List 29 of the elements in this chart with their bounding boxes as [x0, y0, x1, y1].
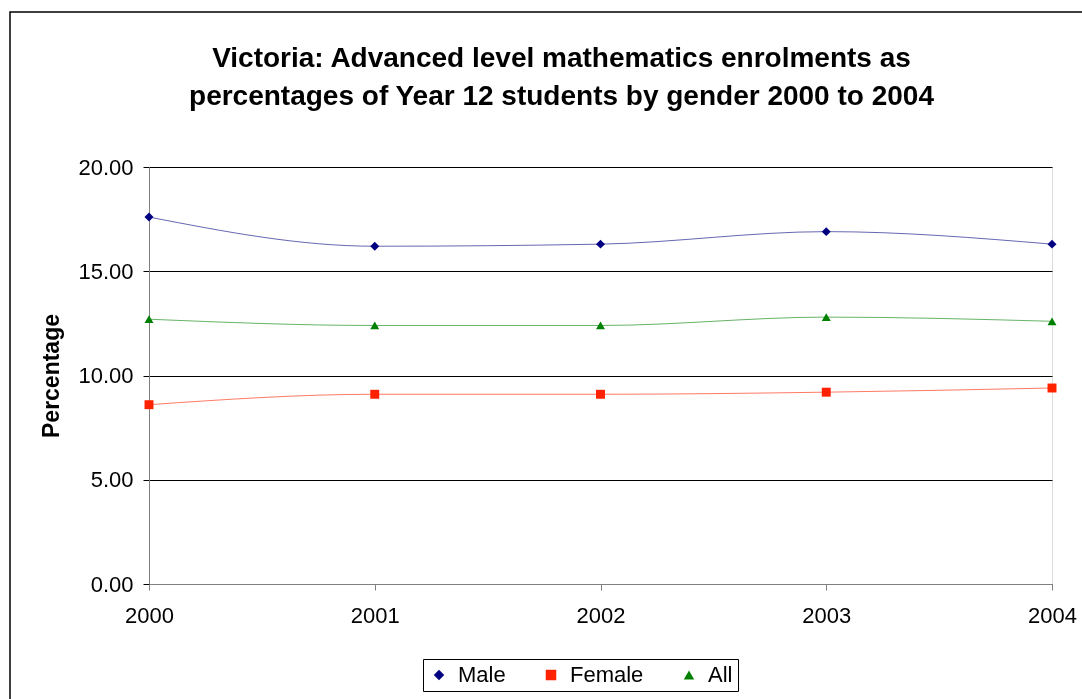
- point: [144, 400, 154, 410]
- point: [821, 313, 831, 321]
- point: [370, 241, 380, 251]
- point: [596, 239, 605, 249]
- y-tick-label: 0.00: [90, 571, 134, 597]
- point: [370, 321, 380, 330]
- point: [144, 315, 154, 324]
- legend-label: All: [708, 662, 733, 687]
- point: [144, 212, 154, 222]
- x-tick-label: 2004: [1028, 602, 1077, 628]
- legend-label: Female: [570, 662, 644, 687]
- legend-label: Male: [458, 662, 506, 687]
- point: [821, 387, 831, 397]
- y-tick-label: 10.00: [78, 363, 134, 388]
- y-axis-title: Percentage: [38, 313, 65, 439]
- point: [1047, 239, 1057, 249]
- point: [1047, 317, 1057, 326]
- chart-title: Victoria: Advanced level mathematics enrolments as percentages of Year 12 students by gender 2000 to 2004: [189, 42, 935, 112]
- x-tick-label: 2002: [576, 602, 626, 628]
- point: [596, 389, 605, 399]
- point: [370, 389, 380, 399]
- y-tick-label: 5.00: [90, 467, 134, 493]
- y-tick-label: 20.00: [78, 154, 134, 180]
- point: [821, 227, 831, 237]
- point: [596, 321, 605, 330]
- x-tick-label: 2003: [802, 602, 852, 628]
- y-tick-label: 15.00: [78, 258, 134, 284]
- x-tick-label: 2001: [350, 602, 400, 628]
- x-tick-label: 2000: [125, 602, 174, 628]
